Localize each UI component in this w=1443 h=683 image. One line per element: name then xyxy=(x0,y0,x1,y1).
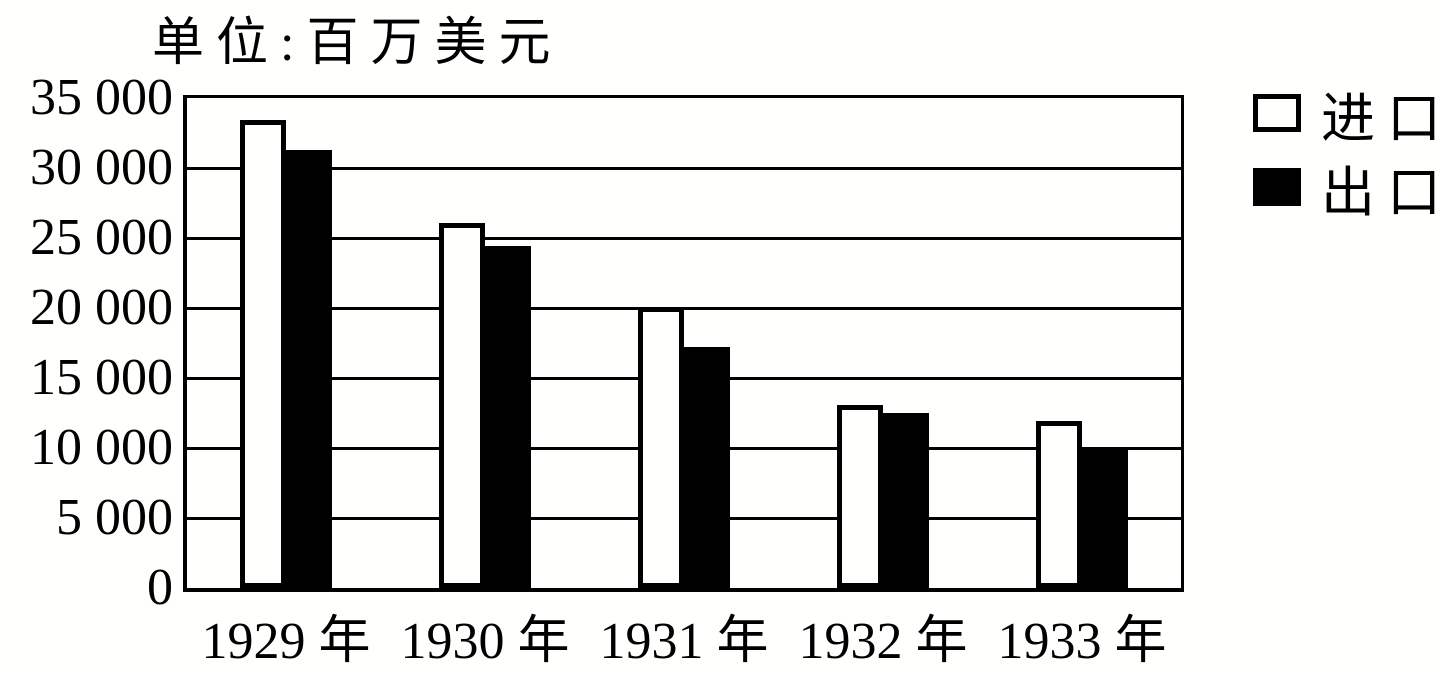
chart-unit-title: 单位:百万美元 xyxy=(152,15,563,72)
y-axis: 0 5 000 10 000 15 000 20 000 25 000 30 000 35 0… xyxy=(0,71,173,615)
x-tick-label: 1929 年 xyxy=(201,613,371,670)
y-tick-label: 30 000 xyxy=(30,139,173,196)
x-tick-label: 1930 年 xyxy=(400,613,570,670)
export-bar-1931 xyxy=(684,347,730,588)
y-tick-label: 10 000 xyxy=(30,419,173,476)
export-bar-1930 xyxy=(485,246,531,588)
legend-label-export: 出口 xyxy=(1321,162,1443,223)
y-tick-label: 0 xyxy=(147,559,173,616)
y-tick-label: 35 000 xyxy=(30,69,173,126)
grid-line xyxy=(187,307,1181,310)
y-tick-label: 15 000 xyxy=(30,349,173,406)
import-swatch-icon xyxy=(1253,94,1301,132)
y-tick-label: 5 000 xyxy=(56,489,173,546)
import-bar-1930 xyxy=(439,223,485,588)
legend: 进口 出口 xyxy=(1253,86,1443,234)
import-bar-1929 xyxy=(240,120,286,588)
export-bar-1932 xyxy=(883,413,929,588)
export-bar-1933 xyxy=(1082,447,1128,588)
legend-label-import: 进口 xyxy=(1321,88,1443,149)
import-bar-1932 xyxy=(837,405,883,588)
import-bar-1931 xyxy=(638,307,684,588)
grid-line xyxy=(187,167,1181,170)
grid-line xyxy=(187,237,1181,240)
x-tick-label: 1933 年 xyxy=(997,613,1167,670)
x-axis: 1929 年 1930 年 1931 年 1932 年 1933 年 xyxy=(187,598,1181,670)
y-tick-label: 25 000 xyxy=(30,209,173,266)
legend-item-import: 进口 xyxy=(1253,86,1443,149)
x-tick-label: 1932 年 xyxy=(798,613,968,670)
import-bar-1933 xyxy=(1036,421,1082,588)
export-bar-1929 xyxy=(286,150,332,588)
plot-area xyxy=(183,95,1184,592)
export-swatch-icon xyxy=(1253,168,1301,206)
x-tick-label: 1931 年 xyxy=(599,613,769,670)
y-tick-label: 20 000 xyxy=(30,279,173,336)
legend-item-export: 出口 xyxy=(1253,160,1443,223)
